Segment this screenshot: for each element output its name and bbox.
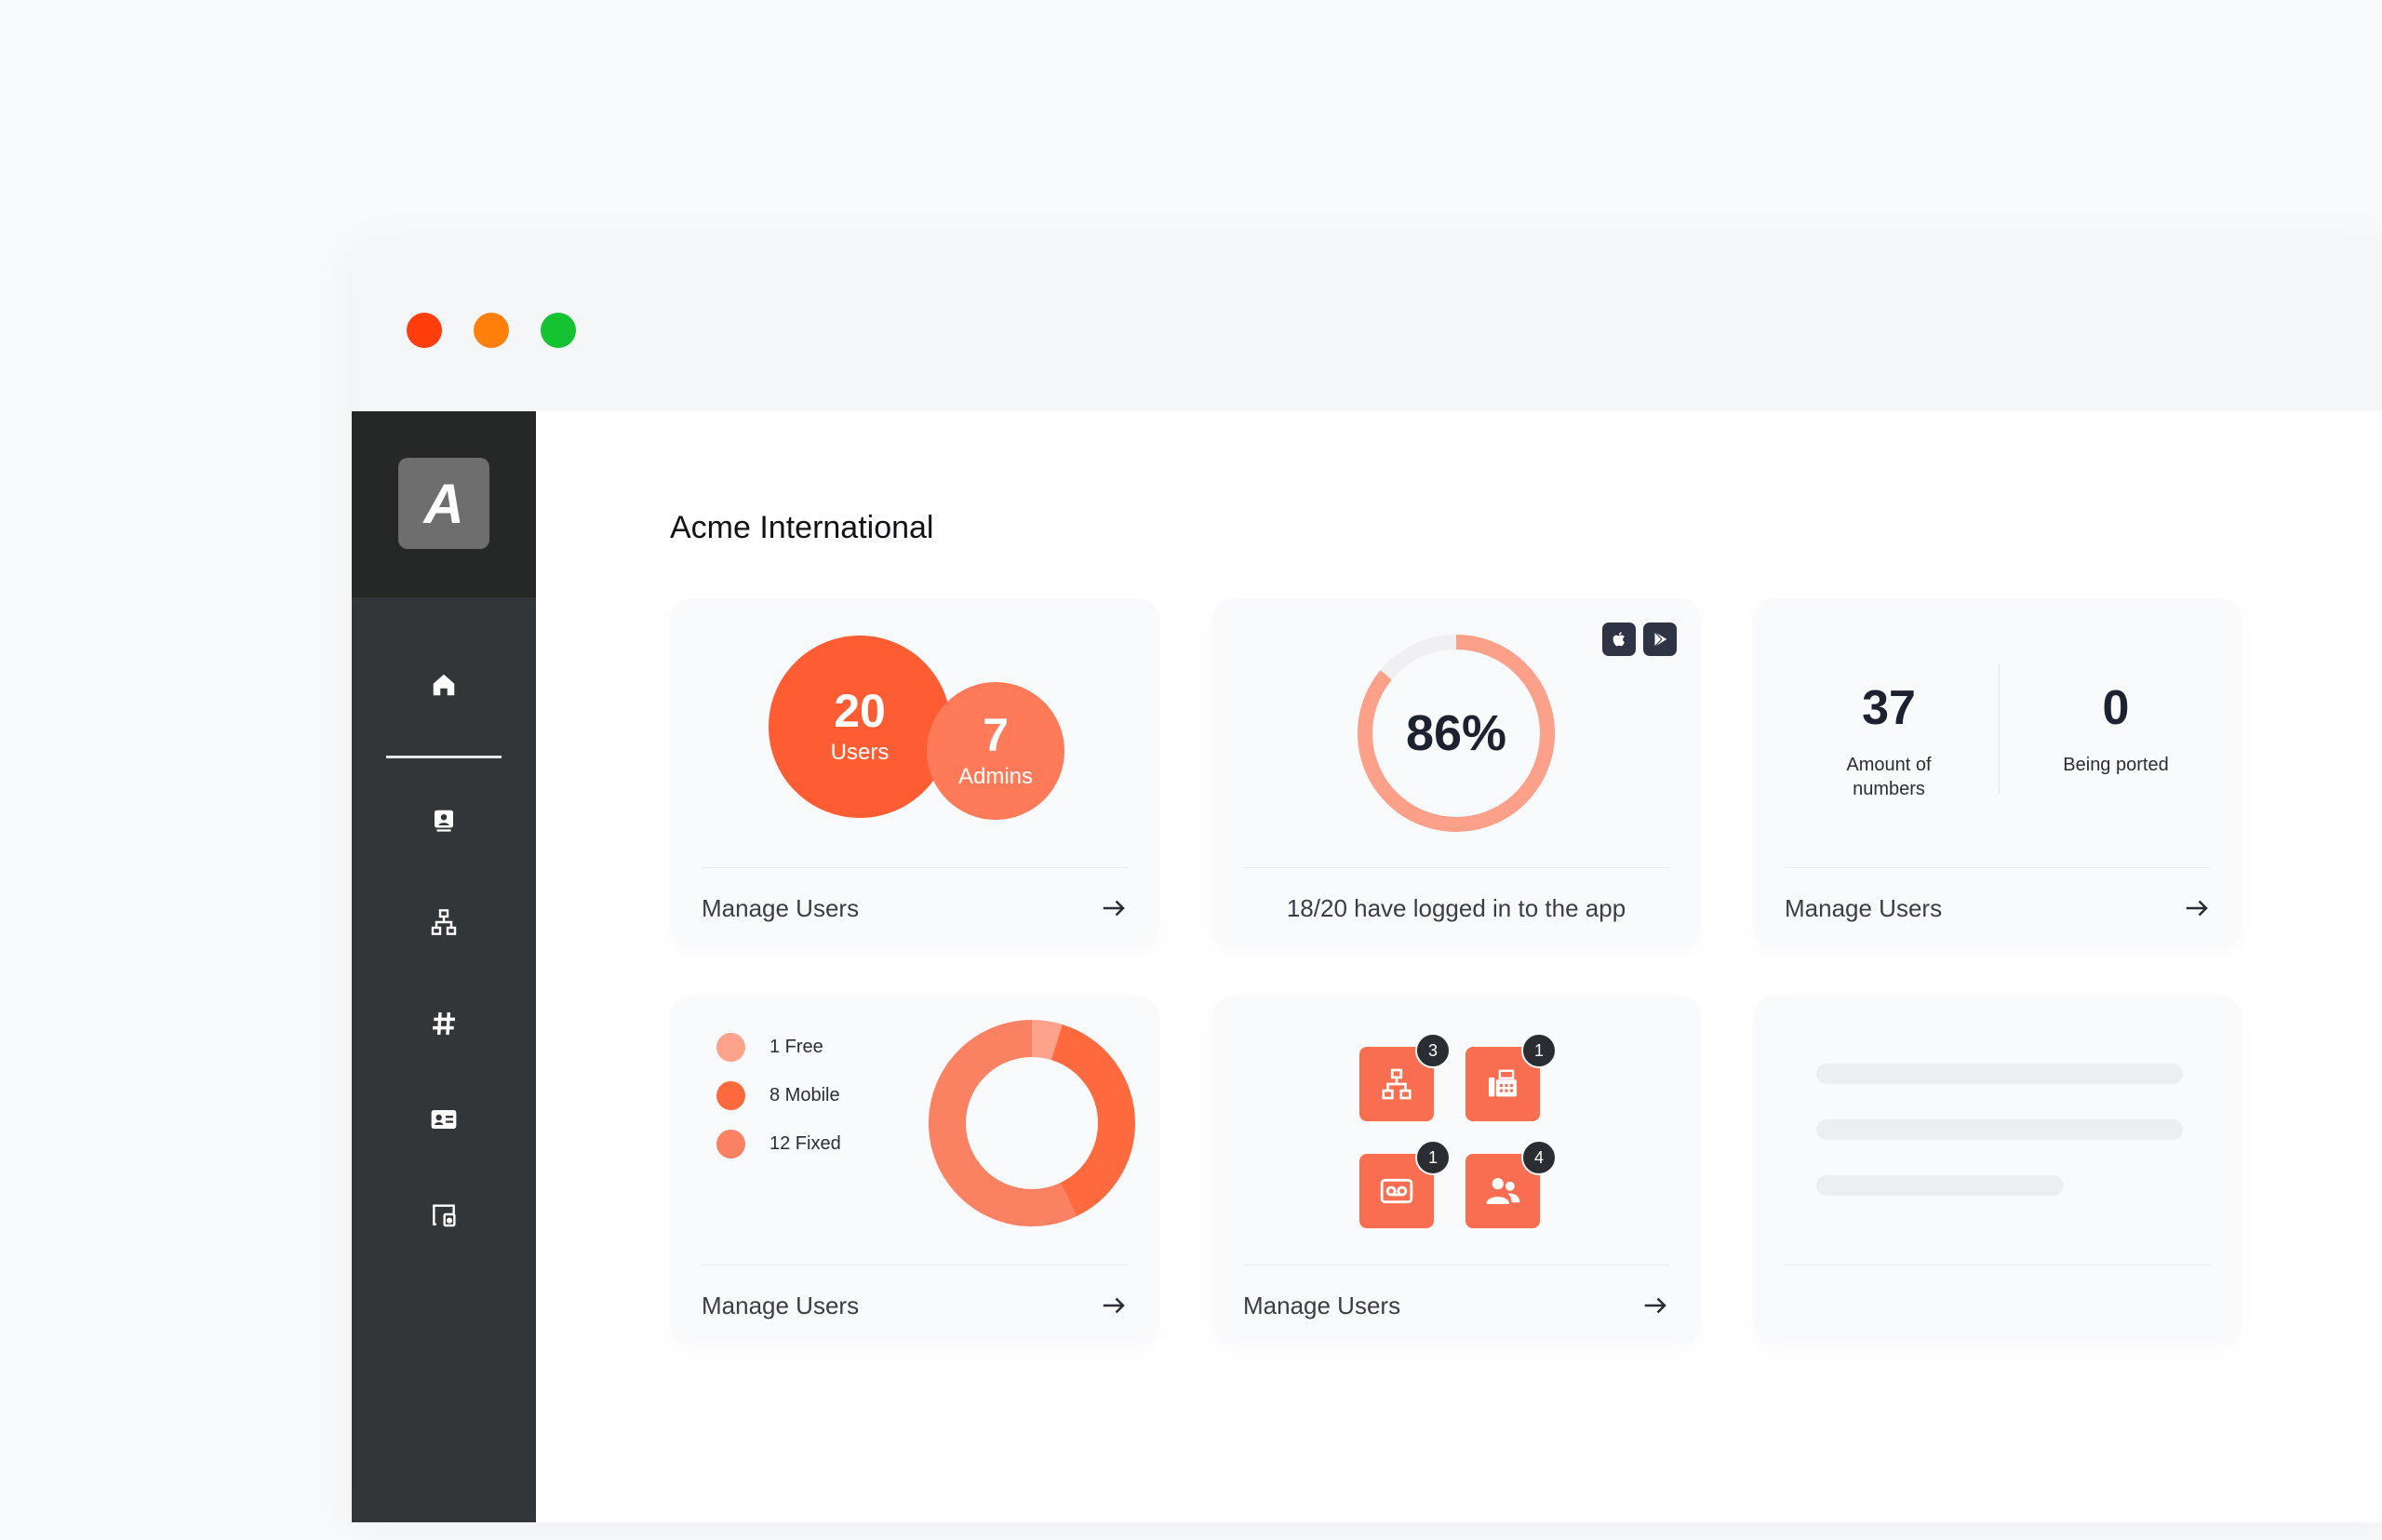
manage-users-link[interactable]: Manage Users <box>702 1265 1128 1346</box>
manage-users-link[interactable]: Manage Users <box>702 867 1128 948</box>
org-chart-icon <box>1382 1068 1412 1100</box>
number-types-donut <box>929 1020 1135 1226</box>
group-icon <box>1486 1178 1520 1204</box>
login-summary-label: 18/20 have logged in to the app <box>1286 893 1626 922</box>
device-icon <box>433 1204 456 1227</box>
users-card: 20 Users 7 Admins Manage Users <box>670 598 1159 948</box>
amount-of-numbers-label: Amount of numbers <box>1846 755 1932 799</box>
home-icon <box>433 674 455 696</box>
legend-label: 8 Mobile <box>769 1085 840 1105</box>
legend-item-free: 1 Free <box>716 1033 823 1062</box>
ported-stat: 0 Being ported <box>2032 684 2200 777</box>
sidebar-item-directory[interactable] <box>416 1091 472 1147</box>
arrow-right-icon <box>1641 1292 1669 1319</box>
number-types-card: 1 Free 8 Mobile 12 Fixed Manage Users <box>670 996 1159 1346</box>
maximize-button[interactable] <box>541 313 576 348</box>
stat-divider <box>1999 663 2000 794</box>
apple-icon <box>1613 632 1625 647</box>
play-store-icon <box>1654 631 1667 648</box>
numbers-card: 37 Amount of numbers 0 Being ported Mana… <box>1753 598 2242 948</box>
manage-users-label: Manage Users <box>702 893 860 922</box>
app-logo[interactable]: A <box>398 458 489 549</box>
admins-count: 7 <box>983 709 1009 761</box>
skeleton-line <box>1816 1175 2064 1196</box>
count-badge: 1 <box>1415 1140 1451 1175</box>
minimize-button[interactable] <box>474 313 509 348</box>
title-bar <box>352 236 2382 411</box>
loading-card <box>1753 996 2242 1346</box>
hash-icon <box>433 1011 455 1036</box>
count-badge: 1 <box>1521 1033 1557 1068</box>
app-login-card: 86% 18/20 have logged in to the app <box>1211 598 1701 948</box>
sidebar-item-contacts[interactable] <box>416 793 472 849</box>
being-ported-label: Being ported <box>2063 755 2169 775</box>
legend-item-mobile: 8 Mobile <box>716 1081 840 1110</box>
features-card: 3 1 1 4 Manage Users <box>1211 996 1701 1346</box>
manage-users-link[interactable]: Manage Users <box>1785 867 2211 948</box>
legend-label: 12 Fixed <box>769 1133 841 1154</box>
count-badge: 4 <box>1521 1140 1557 1175</box>
legend-label: 1 Free <box>769 1037 823 1057</box>
donut-segment-fixed <box>929 1020 1135 1226</box>
arrow-right-icon <box>1100 894 1128 922</box>
id-card-icon <box>431 1110 457 1129</box>
amount-stat: 37 Amount of numbers <box>1805 684 1973 801</box>
legend-dot <box>716 1130 745 1158</box>
logo-area: A <box>352 411 536 597</box>
org-chart-icon <box>431 909 457 935</box>
fax-icon <box>1488 1069 1518 1097</box>
admins-bubble: 7 Admins <box>927 682 1064 820</box>
legend-item-fixed: 12 Fixed <box>716 1130 841 1158</box>
login-percent: 86% <box>1406 705 1506 761</box>
sidebar-item-org-chart[interactable] <box>416 894 472 950</box>
legend-dot <box>716 1081 745 1110</box>
main-content <box>536 411 2382 1522</box>
skeleton-line <box>1816 1064 2183 1084</box>
arrow-right-icon <box>1100 1292 1128 1319</box>
manage-users-link[interactable]: Manage Users <box>1243 1265 1669 1346</box>
apple-store-button[interactable] <box>1602 623 1636 656</box>
legend-dot <box>716 1033 745 1062</box>
sidebar: A <box>352 411 536 1522</box>
manage-users-label: Manage Users <box>1785 893 1943 922</box>
admins-label: Admins <box>957 764 1034 789</box>
manage-users-label: Manage Users <box>702 1291 860 1319</box>
sidebar-divider <box>386 756 502 758</box>
login-progress-arc <box>1358 635 1555 832</box>
being-ported-value: 0 <box>2102 681 2130 735</box>
login-progress-ring: 86% <box>1358 635 1555 832</box>
donut-segment-mobile <box>929 1020 1135 1226</box>
amount-of-numbers-value: 37 <box>1862 681 1916 735</box>
close-button[interactable] <box>407 313 442 348</box>
count-badge: 3 <box>1415 1033 1451 1068</box>
play-store-button[interactable] <box>1643 623 1677 656</box>
page-title: Acme International <box>670 510 934 545</box>
voicemail-icon <box>1380 1178 1413 1204</box>
sidebar-item-home[interactable] <box>416 657 472 713</box>
skeleton-line <box>1816 1119 2183 1140</box>
users-label: Users <box>830 740 890 765</box>
login-summary: 18/20 have logged in to the app <box>1243 867 1669 948</box>
users-bubble: 20 Users <box>769 636 951 818</box>
sidebar-item-devices[interactable] <box>416 1186 472 1242</box>
arrow-right-icon <box>2183 894 2211 922</box>
manage-users-label: Manage Users <box>1243 1291 1401 1319</box>
sidebar-item-numbers[interactable] <box>416 996 472 1051</box>
users-count: 20 <box>834 685 886 737</box>
contact-card-icon <box>435 810 453 832</box>
